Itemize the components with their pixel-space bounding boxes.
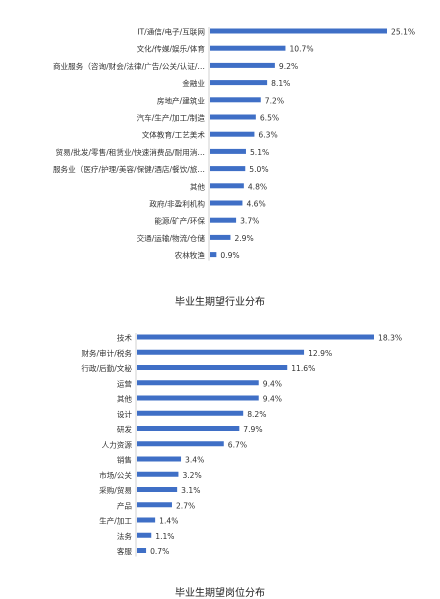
bar: [210, 217, 237, 223]
category-label: 法务: [117, 531, 133, 541]
bar: [137, 349, 305, 355]
bar: [210, 80, 268, 86]
value-label: 8.1%: [271, 79, 290, 88]
industry-chart-title: 毕业生期望行业分布: [175, 297, 265, 308]
bar: [137, 365, 288, 370]
position-chart: 技术 18.3% 财务/审计/税务 12.9% 行政/后勤/文秘 11.6% 运营 9.4% 其…: [81, 333, 402, 557]
value-label: 9.2%: [279, 62, 298, 71]
bar: [210, 97, 261, 103]
value-label: 5.1%: [250, 148, 269, 157]
value-label: 1.4%: [159, 517, 178, 526]
bar: [137, 426, 240, 431]
bar: [210, 62, 275, 68]
bar: [137, 517, 156, 523]
bar: [210, 148, 246, 154]
value-label: 0.7%: [150, 547, 169, 556]
value-label: 2.7%: [176, 501, 195, 510]
category-label: 农林牧渔: [175, 250, 206, 260]
category-label: 其他: [190, 181, 206, 191]
category-label: 交通/运输/物流/仓储: [137, 233, 206, 243]
bar: [210, 131, 255, 137]
bar: [210, 28, 387, 34]
category-label: 能源/矿产/环保: [154, 216, 205, 226]
category-label: 汽车/生产/加工/制造: [137, 113, 206, 123]
bar: [210, 234, 231, 240]
category-label: 金融业: [182, 78, 205, 88]
value-label: 6.3%: [258, 131, 277, 140]
category-label: 财务/审计/税务: [81, 348, 132, 358]
category-label: 房地产/建筑业: [157, 95, 206, 105]
category-label: 市场/公关: [99, 470, 132, 480]
bar: [210, 45, 286, 51]
bar: [210, 114, 256, 120]
category-label: 设计: [117, 409, 133, 419]
value-label: 2.9%: [234, 234, 253, 243]
bar: [137, 441, 224, 447]
value-label: 4.6%: [246, 200, 265, 209]
industry-chart: IT/通信/电子/互联网 25.1% 文化/传媒/娱乐/体育 10.7% 商业服务（咨询…: [53, 27, 415, 261]
value-label: 5.0%: [249, 165, 268, 174]
category-label: 文化/传媒/娱乐/体育: [137, 44, 206, 54]
category-label: 运营: [117, 378, 133, 388]
bar: [137, 471, 179, 477]
category-label: 贸易/批发/零售/租赁业/快速消费品/耐用消…: [56, 147, 205, 157]
category-label: IT/通信/电子/互联网: [137, 27, 205, 37]
value-label: 11.6%: [291, 364, 315, 373]
value-label: 7.9%: [243, 425, 262, 434]
bar: [137, 380, 259, 386]
bar: [137, 410, 244, 416]
bar: [137, 502, 172, 508]
bar: [137, 548, 147, 553]
category-label: 采购/贸易: [99, 485, 132, 495]
category-label: 技术: [117, 333, 133, 343]
category-label: 商业服务（咨询/财会/法律/广告/公关/认证/…: [53, 61, 205, 71]
category-label: 客服: [117, 546, 133, 556]
bar: [210, 183, 244, 189]
value-label: 6.7%: [228, 440, 247, 449]
value-label: 7.2%: [265, 96, 284, 105]
category-label: 其他: [117, 394, 133, 404]
bar: [210, 252, 217, 258]
bar: [137, 487, 178, 492]
value-label: 1.1%: [155, 532, 174, 541]
category-label: 生产/加工: [99, 516, 132, 526]
value-label: 6.5%: [260, 114, 279, 123]
category-label: 文体教育/工艺美术: [142, 130, 206, 140]
bar: [137, 334, 374, 340]
bar: [210, 166, 246, 172]
value-label: 3.4%: [185, 456, 204, 465]
value-label: 3.1%: [181, 486, 200, 495]
bar: [137, 532, 152, 538]
bar: [137, 395, 259, 401]
value-label: 8.2%: [247, 410, 266, 419]
bar: [210, 200, 243, 206]
position-chart-title: 毕业生期望岗位分布: [175, 588, 265, 599]
bar: [137, 456, 182, 462]
value-label: 25.1%: [391, 28, 415, 37]
category-label: 产品: [117, 500, 133, 510]
value-label: 9.4%: [263, 379, 282, 388]
category-label: 研发: [117, 424, 133, 434]
value-label: 10.7%: [289, 45, 313, 54]
category-label: 行政/后勤/文秘: [81, 363, 132, 373]
value-label: 0.9%: [220, 251, 239, 260]
value-label: 3.2%: [182, 471, 201, 480]
value-label: 12.9%: [308, 349, 332, 358]
value-label: 3.7%: [240, 217, 259, 226]
category-label: 政府/非盈利机构: [149, 199, 205, 209]
value-label: 18.3%: [378, 334, 402, 343]
value-label: 9.4%: [263, 395, 282, 404]
value-label: 4.8%: [248, 182, 267, 191]
category-label: 销售: [117, 455, 132, 465]
category-label: 人力资源: [102, 439, 133, 449]
category-label: 服务业（医疗/护理/美容/保健/酒店/餐饮/旅…: [53, 164, 205, 174]
